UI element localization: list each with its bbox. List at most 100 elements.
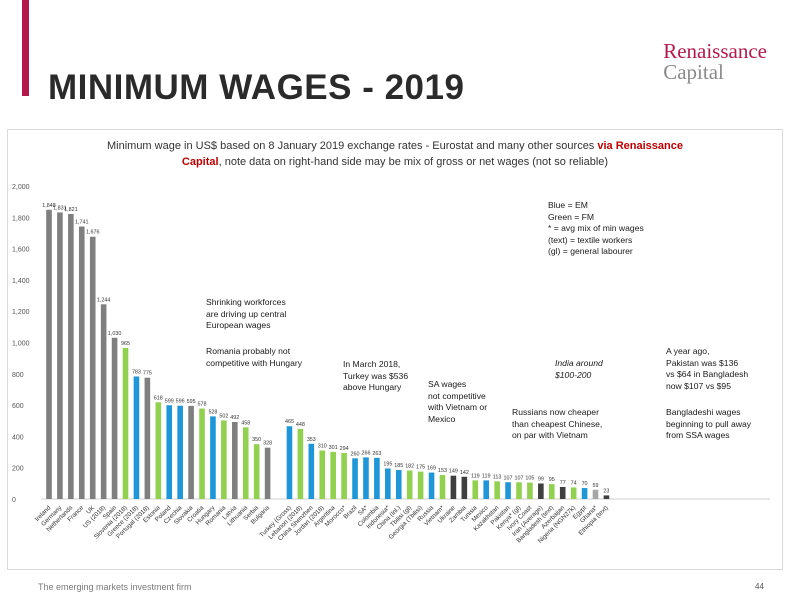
footer-tagline: The emerging markets investment firm [38,582,192,592]
bar-value-label: 353 [307,437,316,443]
chart-title-text: Minimum wage in US$ based on 8 January 2… [106,140,598,152]
bar-value-label: 596 [176,399,185,405]
y-tick-label: 400 [12,434,24,441]
bar-value-label: 113 [493,474,502,480]
bar [559,486,566,499]
y-tick-label: 1,000 [12,341,30,348]
bar [308,443,315,499]
y-tick-label: 1,400 [12,278,30,285]
bar-value-label: 775 [143,371,152,377]
bar-value-label: 95 [549,477,555,483]
bar [319,450,326,499]
bar [417,471,424,499]
bar [385,468,391,499]
bar-value-label: 175 [416,465,425,471]
bar [253,444,260,499]
y-tick-label: 1,600 [12,247,30,254]
bar-value-label: 492 [230,415,239,421]
bar-value-label: 149 [449,469,458,475]
bar [122,347,129,499]
bar-value-label: 263 [372,451,381,457]
bar [144,377,151,499]
bar [483,480,489,499]
bar-value-label: 502 [219,413,228,419]
bar-value-label: 595 [187,399,196,405]
bar-value-label: 77 [560,480,566,486]
y-tick-label: 800 [12,372,24,379]
bar [330,451,336,499]
bar [188,405,194,499]
bar [603,495,610,499]
bar-value-label: 294 [340,446,349,452]
bar [450,475,457,499]
bar [581,488,588,499]
bar [570,487,577,499]
bar-value-label: 185 [394,463,403,469]
bar-value-label: 107 [504,475,513,481]
india-annotation: India around $100-200 [555,358,603,380]
bar-value-label: 1,030 [108,331,122,337]
bar-value-label: 74 [571,480,577,486]
bar [232,422,238,499]
category-label: UK [85,504,97,516]
bar [352,458,358,499]
bar [89,236,96,499]
bar-value-label: 260 [351,451,360,457]
page-number: 44 [755,582,764,591]
bar [548,484,555,499]
bar [166,405,173,499]
bar [68,214,74,500]
bar [242,427,249,499]
bar [592,489,599,499]
bar-value-label: 119 [471,473,480,479]
bar-value-label: 783 [132,369,141,375]
bar-value-label: 1,831 [53,205,67,211]
bar-value-label: 119 [482,473,491,479]
bar-value-label: 70 [582,481,588,487]
bar-value-label: 1,848 [42,203,56,209]
bar-value-label: 578 [198,402,207,408]
bar-value-label: 105 [525,476,534,482]
bangladeshi-annotation: Bangladeshi wages beginning to pull away… [666,407,752,440]
bar [221,420,227,499]
bar-value-label: 965 [121,341,130,347]
bar [133,376,140,499]
bar-value-label: 59 [593,483,599,489]
y-tick-label: 0 [12,497,16,504]
bar [199,408,205,499]
bar-value-label: 182 [405,464,414,470]
accent-bar [22,0,29,96]
bar [100,304,107,499]
sa-wages-annotation: SA wages not competitive with Vietnam or… [428,379,488,424]
chart-title: Minimum wage in US$ based on 8 January 2… [90,138,700,170]
bar-value-label: 310 [318,443,327,449]
bar-value-label: 599 [165,398,174,404]
bar [505,482,511,499]
bar-value-label: 107 [514,475,523,481]
bar-value-label: 195 [383,461,392,467]
shrinking-workforces-annotation: Shrinking workforces are driving up cent… [206,297,287,330]
bar-value-label: 301 [329,445,338,451]
bar [516,482,522,499]
bar-value-label: 23 [603,488,609,494]
bar-value-label: 448 [296,422,305,428]
bar-value-label: 458 [241,420,250,426]
y-tick-label: 1,200 [12,309,30,316]
bar-value-label: 142 [460,470,469,476]
chart-title-highlight-2: Capital [181,156,219,168]
chart-title-highlight: via Renaissance [597,140,683,152]
romania-annotation: Romania probably not competitive with Hu… [206,346,303,368]
bar-value-label: 99 [538,477,544,483]
bar-value-label: 153 [438,468,447,474]
bar [472,480,479,499]
russians-annotation: Russians now cheaper than cheapest Chine… [512,407,603,440]
bar-value-label: 528 [208,409,217,415]
y-tick-label: 1,800 [12,215,30,222]
bar-value-label: 169 [427,466,436,472]
bar [494,481,500,499]
bar [406,470,413,499]
bar [439,475,446,499]
bar [395,470,402,499]
bar [297,428,304,499]
chart-title-text-2: , note data on right-hand side may be mi… [218,156,609,168]
